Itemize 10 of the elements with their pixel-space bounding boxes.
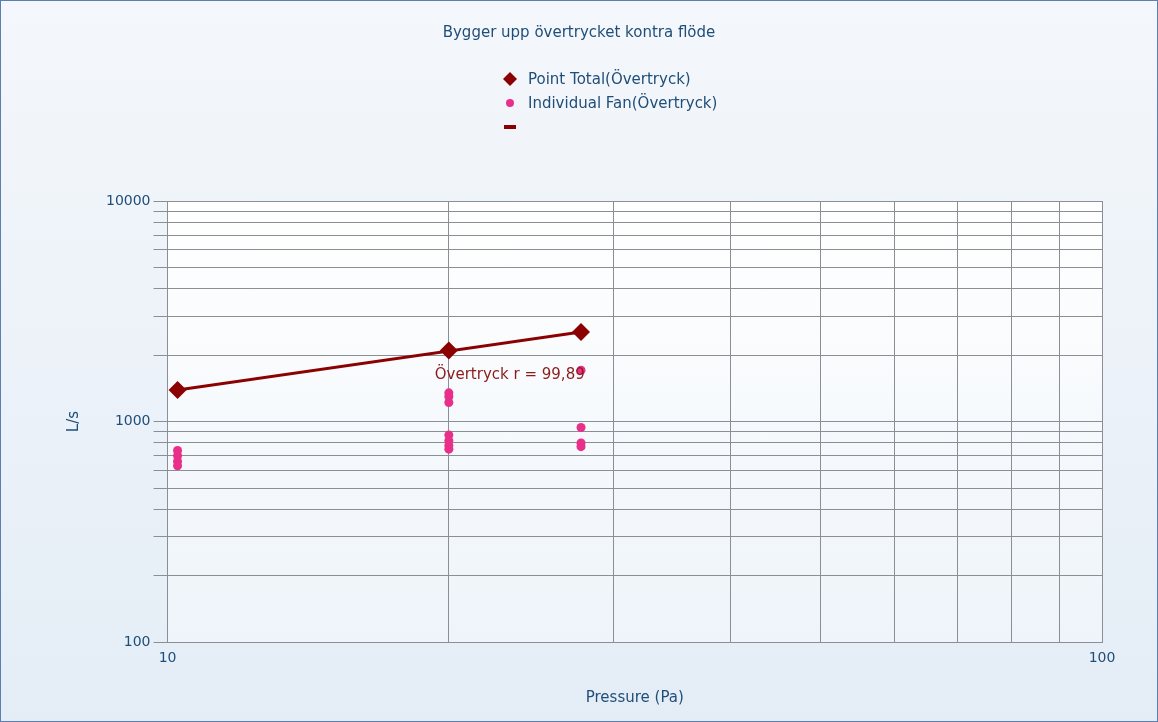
y-axis-title: L/s bbox=[63, 410, 82, 433]
x-tick-label: 10 bbox=[158, 649, 177, 666]
annotation: Övertryck r = 99,89 bbox=[434, 364, 585, 384]
y-tick-label: 1000 bbox=[114, 412, 151, 429]
x-axis-title: Pressure (Pa) bbox=[585, 687, 684, 706]
chart-title: Bygger upp övertrycket kontra flöde bbox=[441, 23, 717, 41]
y-tick-label: 10000 bbox=[105, 191, 151, 208]
legend-label: Individual Fan(Övertryck) bbox=[528, 94, 718, 112]
y-tick-label: 100 bbox=[123, 632, 151, 649]
legend-label: Point Total(Övertryck) bbox=[528, 70, 691, 88]
